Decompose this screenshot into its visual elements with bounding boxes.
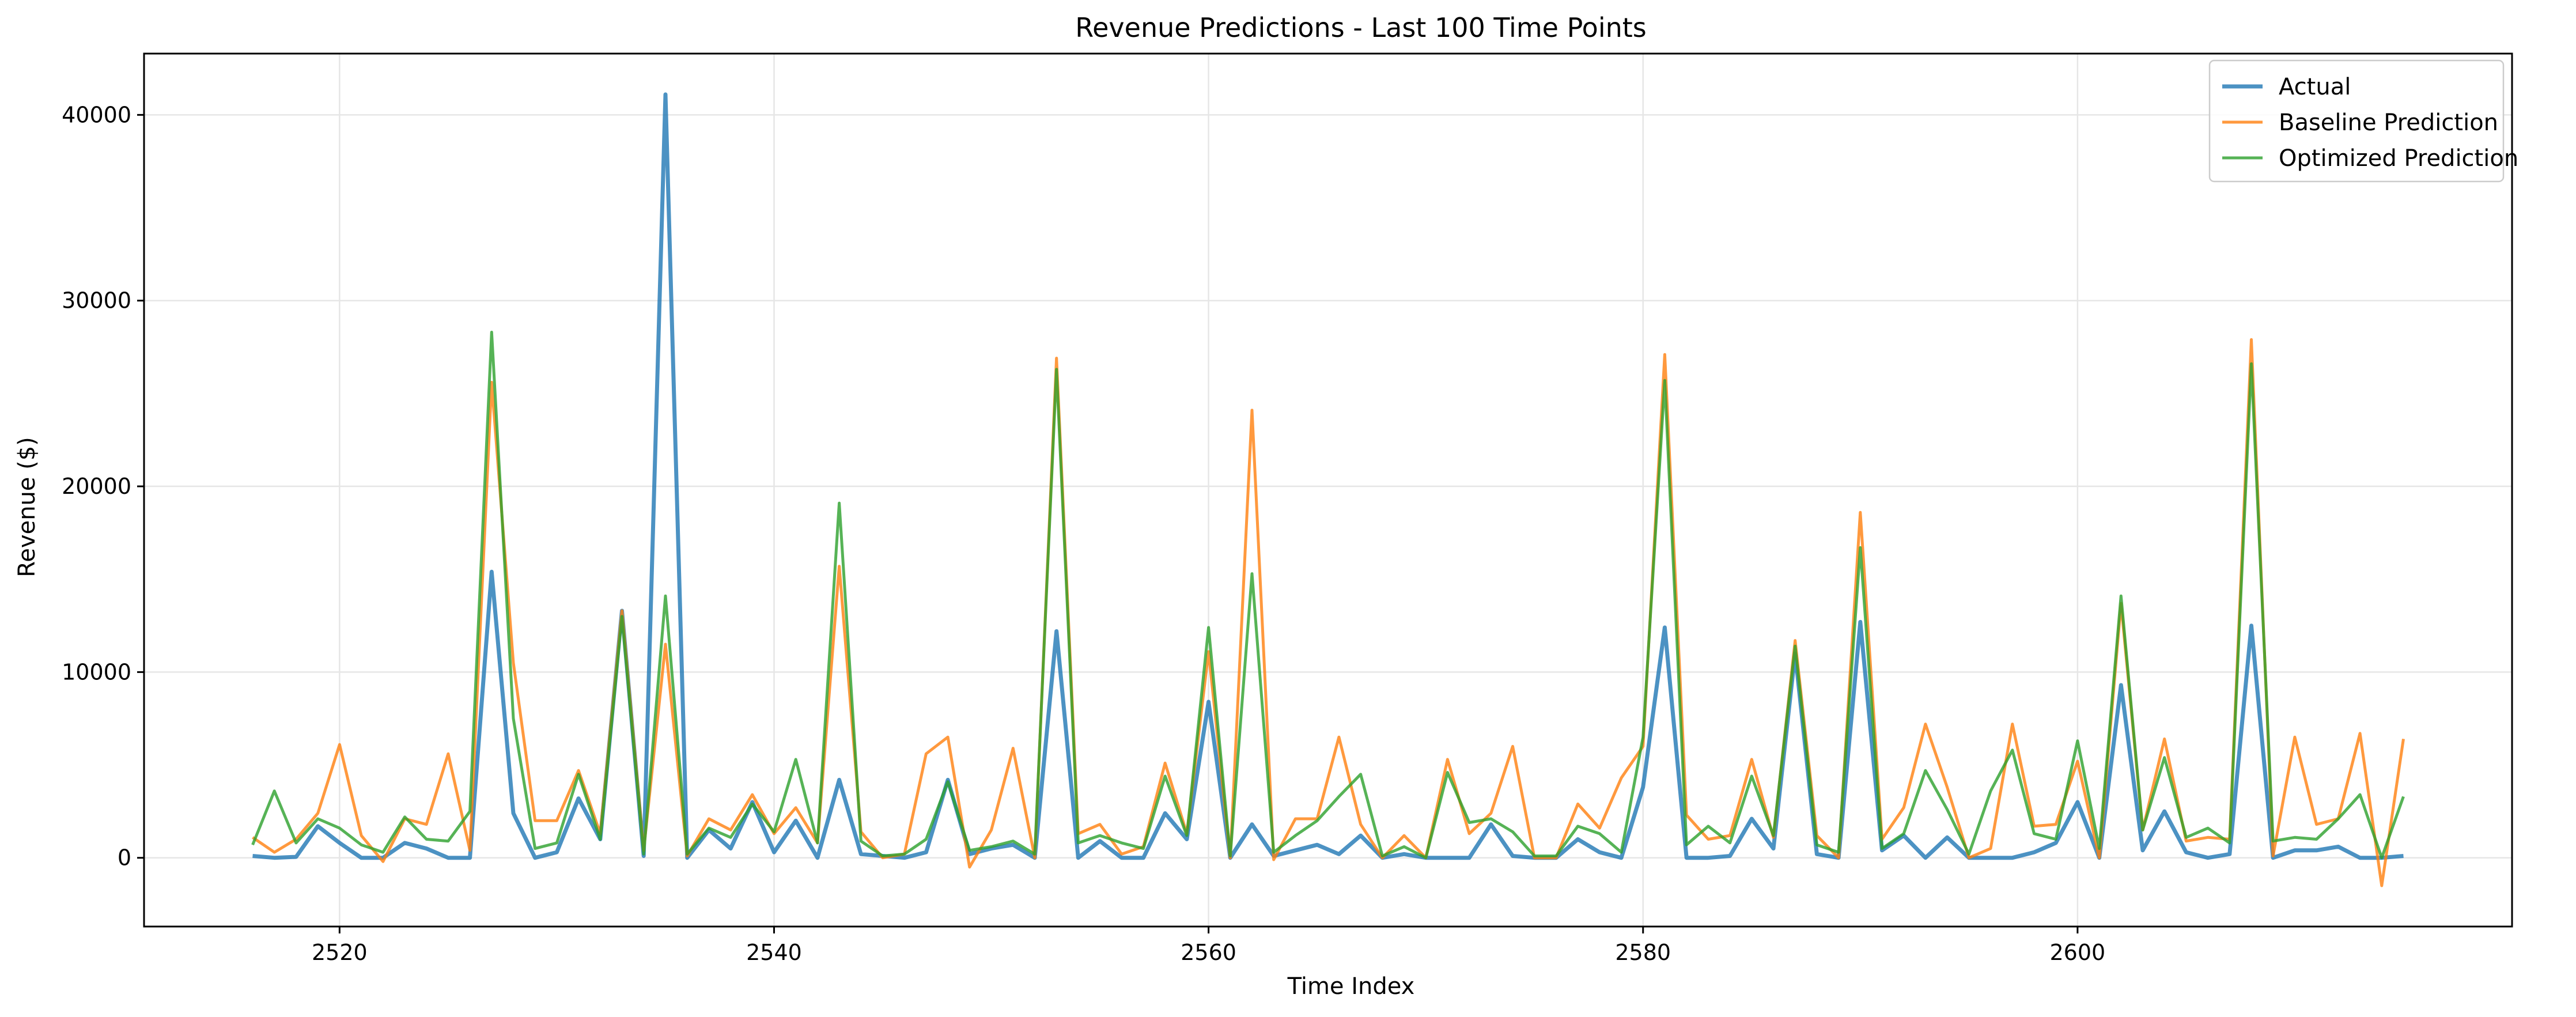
y-tick-label: 30000 [62, 288, 131, 313]
x-tick-label: 2560 [1181, 940, 1236, 965]
y-axis-ticks: 0 10000 20000 30000 40000 [62, 102, 144, 871]
legend-box [2208, 59, 2505, 183]
legend: Actual Baseline Prediction Optimized Predi… [2208, 59, 2518, 183]
y-tick-label: 0 [118, 845, 131, 871]
x-tick-label: 2600 [2050, 940, 2106, 965]
y-tick-label: 20000 [62, 474, 131, 499]
series-lines [251, 92, 2405, 887]
x-tick-label: 2520 [312, 940, 368, 965]
y-axis-label: Revenue ($) [14, 437, 40, 577]
x-axis-label: Time Index [1287, 973, 1415, 1000]
x-tick-label: 2540 [746, 940, 802, 965]
y-tick-label: 40000 [62, 102, 131, 127]
legend-label: Actual [2279, 74, 2351, 100]
series-line-optimized-prediction [251, 331, 2405, 860]
y-tick-label: 10000 [62, 659, 131, 685]
x-axis-ticks: 2520 2540 2560 2580 2600 [312, 927, 2105, 965]
x-tick-label: 2580 [1615, 940, 1671, 965]
legend-label: Baseline Prediction [2279, 109, 2498, 136]
legend-label: Optimized Prediction [2279, 145, 2518, 172]
series-line-actual [252, 92, 2404, 860]
chart-title: Revenue Predictions - Last 100 Time Poin… [1075, 12, 1647, 43]
plot-frame [143, 52, 2513, 928]
